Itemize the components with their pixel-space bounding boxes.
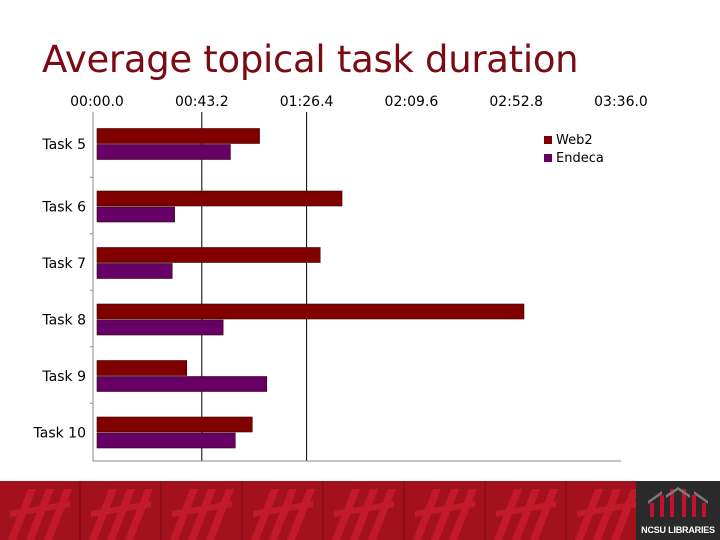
footer-motif-shape — [125, 489, 153, 540]
footer-motif-shape — [334, 501, 394, 517]
y-tick-label: Task 7 — [41, 256, 86, 272]
footer-motif-shape — [287, 489, 315, 540]
legend-label-endeca: Endeca — [556, 151, 604, 166]
footer-motif-shape — [188, 489, 216, 540]
bar-endeca-task-7 — [96, 263, 173, 279]
slide-title: Average topical task duration — [42, 38, 579, 81]
y-tick-label: Task 9 — [41, 369, 86, 385]
bar-web2-task-7 — [96, 247, 321, 263]
bar-web2-task-6 — [96, 190, 343, 207]
footer-motif-shape — [593, 489, 621, 540]
footer-motif-shape — [91, 501, 151, 517]
y-tick-label: Task 10 — [33, 426, 86, 442]
footer-motif-shape — [611, 489, 636, 540]
legend: Web2 Endeca — [544, 133, 604, 166]
x-tick-label: 01:26.4 — [280, 94, 334, 110]
x-tick-label: 02:09.6 — [385, 94, 439, 110]
bar-chart: 00:00.0 00:43.2 01:26.4 02:09.6 02:52.8 03:36… — [33, 94, 648, 462]
bar-endeca-task-6 — [96, 206, 175, 223]
footer-divider — [160, 481, 162, 540]
bar-web2-task-5 — [96, 128, 260, 144]
footer-motif-shape — [512, 489, 540, 540]
footer-motif — [575, 489, 636, 540]
y-tick-label: Task 5 — [41, 137, 86, 153]
bars — [96, 128, 525, 449]
footer-divider — [241, 481, 243, 540]
footer-motif-shape — [368, 489, 396, 540]
y-tick-label: Task 8 — [41, 313, 86, 329]
footer-motif-shape — [269, 489, 297, 540]
footer-motif-shape — [530, 489, 558, 540]
x-tick-label: 03:36.0 — [594, 94, 648, 110]
bar-web2-task-10 — [96, 416, 253, 433]
bar-endeca-task-5 — [96, 144, 231, 160]
footer-motif-shape — [577, 501, 636, 517]
footer-motif — [494, 481, 567, 540]
footer-divider — [403, 481, 405, 540]
library-logo-icon — [648, 487, 708, 517]
logo-text: NCSU LIBRARIES — [641, 525, 715, 535]
footer-motif-shape — [496, 501, 556, 517]
footer-motif-shape — [172, 501, 232, 517]
legend-swatch-endeca — [544, 154, 552, 162]
bar-web2-task-8 — [96, 303, 525, 320]
footer-motif — [89, 481, 162, 540]
footer-divider — [322, 481, 324, 540]
bar-endeca-task-10 — [96, 432, 236, 449]
footer-motif-shape — [415, 501, 475, 517]
footer-motif — [332, 481, 405, 540]
footer-motif — [413, 481, 486, 540]
legend-swatch-web2 — [544, 136, 552, 144]
footer-divider — [79, 481, 81, 540]
footer-divider — [565, 481, 567, 540]
footer-motif-shape — [44, 489, 72, 540]
ncsu-libraries-logo: NCSU LIBRARIES — [636, 481, 720, 540]
labels: 00:00.0 00:43.2 01:26.4 02:09.6 02:52.8 03:36… — [33, 94, 648, 442]
footer-band: NCSU LIBRARIES — [0, 481, 720, 540]
footer-motif-shape — [449, 489, 477, 540]
footer-motif-shape — [206, 489, 234, 540]
footer-motif-shape — [253, 501, 313, 517]
y-tick-label: Task 6 — [41, 200, 86, 216]
footer-motif — [170, 481, 243, 540]
bar-endeca-task-9 — [96, 376, 268, 392]
bar-endeca-task-8 — [96, 319, 224, 336]
footer-motif-shape — [431, 489, 459, 540]
footer-motif-shape — [350, 489, 378, 540]
axes — [90, 112, 621, 462]
x-tick-label: 00:43.2 — [175, 94, 229, 110]
legend-label-web2: Web2 — [556, 133, 593, 148]
footer-divider — [484, 481, 486, 540]
footer-motif-shape — [107, 489, 135, 540]
footer-motif — [8, 481, 81, 540]
x-tick-label: 00:00.0 — [70, 94, 124, 110]
footer-pattern — [8, 481, 636, 540]
footer-motif-shape — [26, 489, 54, 540]
bar-web2-task-9 — [96, 360, 188, 376]
x-tick-label: 02:52.8 — [489, 94, 543, 110]
footer-motif-shape — [10, 501, 70, 517]
footer-motif — [251, 481, 324, 540]
gridlines — [201, 112, 308, 461]
